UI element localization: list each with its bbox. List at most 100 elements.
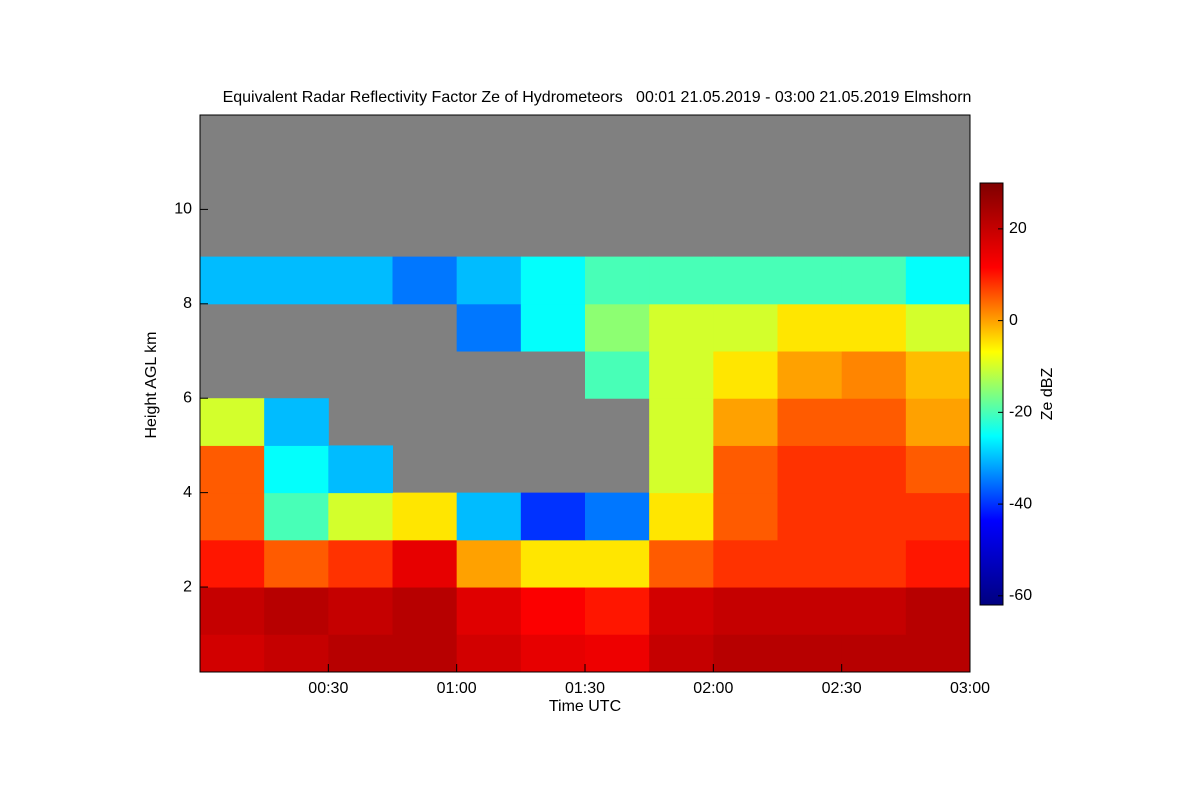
- y-tick-label: 2: [183, 578, 192, 595]
- heatmap-cell: [520, 539, 586, 588]
- heatmap-cell: [264, 398, 329, 446]
- heatmap-cell: [585, 634, 650, 673]
- heatmap-cell: [777, 634, 843, 673]
- heatmap-cell: [200, 634, 265, 673]
- heatmap-cell: [328, 492, 393, 541]
- heatmap-cell: [713, 398, 778, 446]
- heatmap-cell: [713, 587, 778, 635]
- x-tick-label: 00:30: [308, 680, 348, 697]
- heatmap-cell: [649, 256, 714, 305]
- heatmap-cell: [777, 587, 843, 635]
- colorbar-tick-label: -40: [1009, 495, 1032, 512]
- heatmap-cell: [392, 256, 458, 305]
- x-axis-label: Time UTC: [549, 698, 621, 715]
- heatmap-cell: [841, 351, 907, 399]
- heatmap-cell: [456, 256, 522, 305]
- heatmap-cell: [392, 587, 458, 635]
- heatmap-cell: [264, 256, 329, 305]
- heatmap-cell: [905, 539, 971, 588]
- heatmap-cell: [200, 539, 265, 588]
- heatmap-cell: [328, 634, 393, 673]
- heatmap-cell: [777, 303, 843, 352]
- heatmap-cell: [713, 445, 778, 494]
- heatmap-cell: [649, 492, 714, 541]
- heatmap-cell: [713, 539, 778, 588]
- heatmap-cell: [264, 587, 329, 635]
- heatmap-cell: [328, 587, 393, 635]
- heatmap-cell: [200, 587, 265, 635]
- heatmap-cell: [520, 634, 586, 673]
- heatmap-cell: [520, 492, 586, 541]
- heatmap-cell: [200, 445, 265, 494]
- heatmap-cell: [264, 634, 329, 673]
- heatmap-cell: [841, 539, 907, 588]
- heatmap-cell: [841, 445, 907, 494]
- y-tick-label: 8: [183, 295, 192, 312]
- heatmap-cell: [713, 303, 778, 352]
- heatmap-cell: [713, 634, 778, 673]
- heatmap-cell: [777, 445, 843, 494]
- heatmap-cell: [392, 634, 458, 673]
- colorbar: [979, 182, 1004, 606]
- x-tick-label: 01:30: [565, 680, 605, 697]
- heatmap-cell: [649, 539, 714, 588]
- heatmap-cell: [905, 351, 971, 399]
- heatmap-cell: [200, 492, 265, 541]
- heatmap-cell: [905, 492, 971, 541]
- heatmap-cell: [585, 256, 650, 305]
- heatmap-cell: [456, 587, 522, 635]
- heatmap-cell: [649, 303, 714, 352]
- heatmap-cell: [328, 445, 393, 494]
- heatmap-cell: [520, 587, 586, 635]
- heatmap-cell: [520, 303, 586, 352]
- y-tick-label: 6: [183, 389, 192, 406]
- y-tick-label: 4: [183, 484, 192, 501]
- heatmap-cell: [841, 587, 907, 635]
- heatmap-cell: [777, 351, 843, 399]
- heatmap-cell: [777, 539, 843, 588]
- y-axis-label: Height AGL km: [143, 331, 160, 438]
- heatmap-cell: [841, 398, 907, 446]
- heatmap-cell: [456, 492, 522, 541]
- heatmap-cell: [905, 398, 971, 446]
- heatmap-cell: [520, 256, 586, 305]
- heatmap-cell: [649, 634, 714, 673]
- x-tick-label: 02:00: [693, 680, 733, 697]
- heatmap-cell: [264, 445, 329, 494]
- heatmap-cell: [841, 303, 907, 352]
- colorbar-tick-label: 20: [1009, 220, 1027, 237]
- heatmap-cell: [713, 492, 778, 541]
- heatmap-cell: [905, 445, 971, 494]
- heatmap-cell: [585, 303, 650, 352]
- x-tick-label: 01:00: [437, 680, 477, 697]
- heatmap-cell: [328, 539, 393, 588]
- y-tick-label: 10: [174, 201, 192, 218]
- heatmap-cell: [777, 256, 843, 305]
- heatmap-cell: [585, 587, 650, 635]
- chart-title: Equivalent Radar Reflectivity Factor Ze …: [223, 89, 972, 106]
- x-tick-label: 03:00: [950, 680, 990, 697]
- heatmap-cell: [777, 398, 843, 446]
- heatmap-cell: [392, 492, 458, 541]
- heatmap-cell: [905, 587, 971, 635]
- heatmap-cell: [392, 539, 458, 588]
- heatmap-cell: [264, 539, 329, 588]
- heatmap-cell: [200, 398, 265, 446]
- heatmap-cell: [905, 634, 971, 673]
- colorbar-label: Ze dBZ: [1039, 368, 1056, 421]
- heatmap-cell: [905, 303, 971, 352]
- heatmap-cell: [649, 351, 714, 399]
- heatmap-cell: [713, 256, 778, 305]
- heatmap-cell: [649, 398, 714, 446]
- heatmap-cell: [841, 256, 907, 305]
- heatmap-cell: [585, 492, 650, 541]
- heatmap-cell: [585, 539, 650, 588]
- heatmap-cell: [649, 587, 714, 635]
- heatmap-cell: [264, 492, 329, 541]
- heatmap-cell: [328, 256, 393, 305]
- heatmap-cell: [841, 634, 907, 673]
- heatmap-cell: [456, 539, 522, 588]
- heatmap-cell: [841, 492, 907, 541]
- colorbar-tick-label: 0: [1009, 312, 1018, 329]
